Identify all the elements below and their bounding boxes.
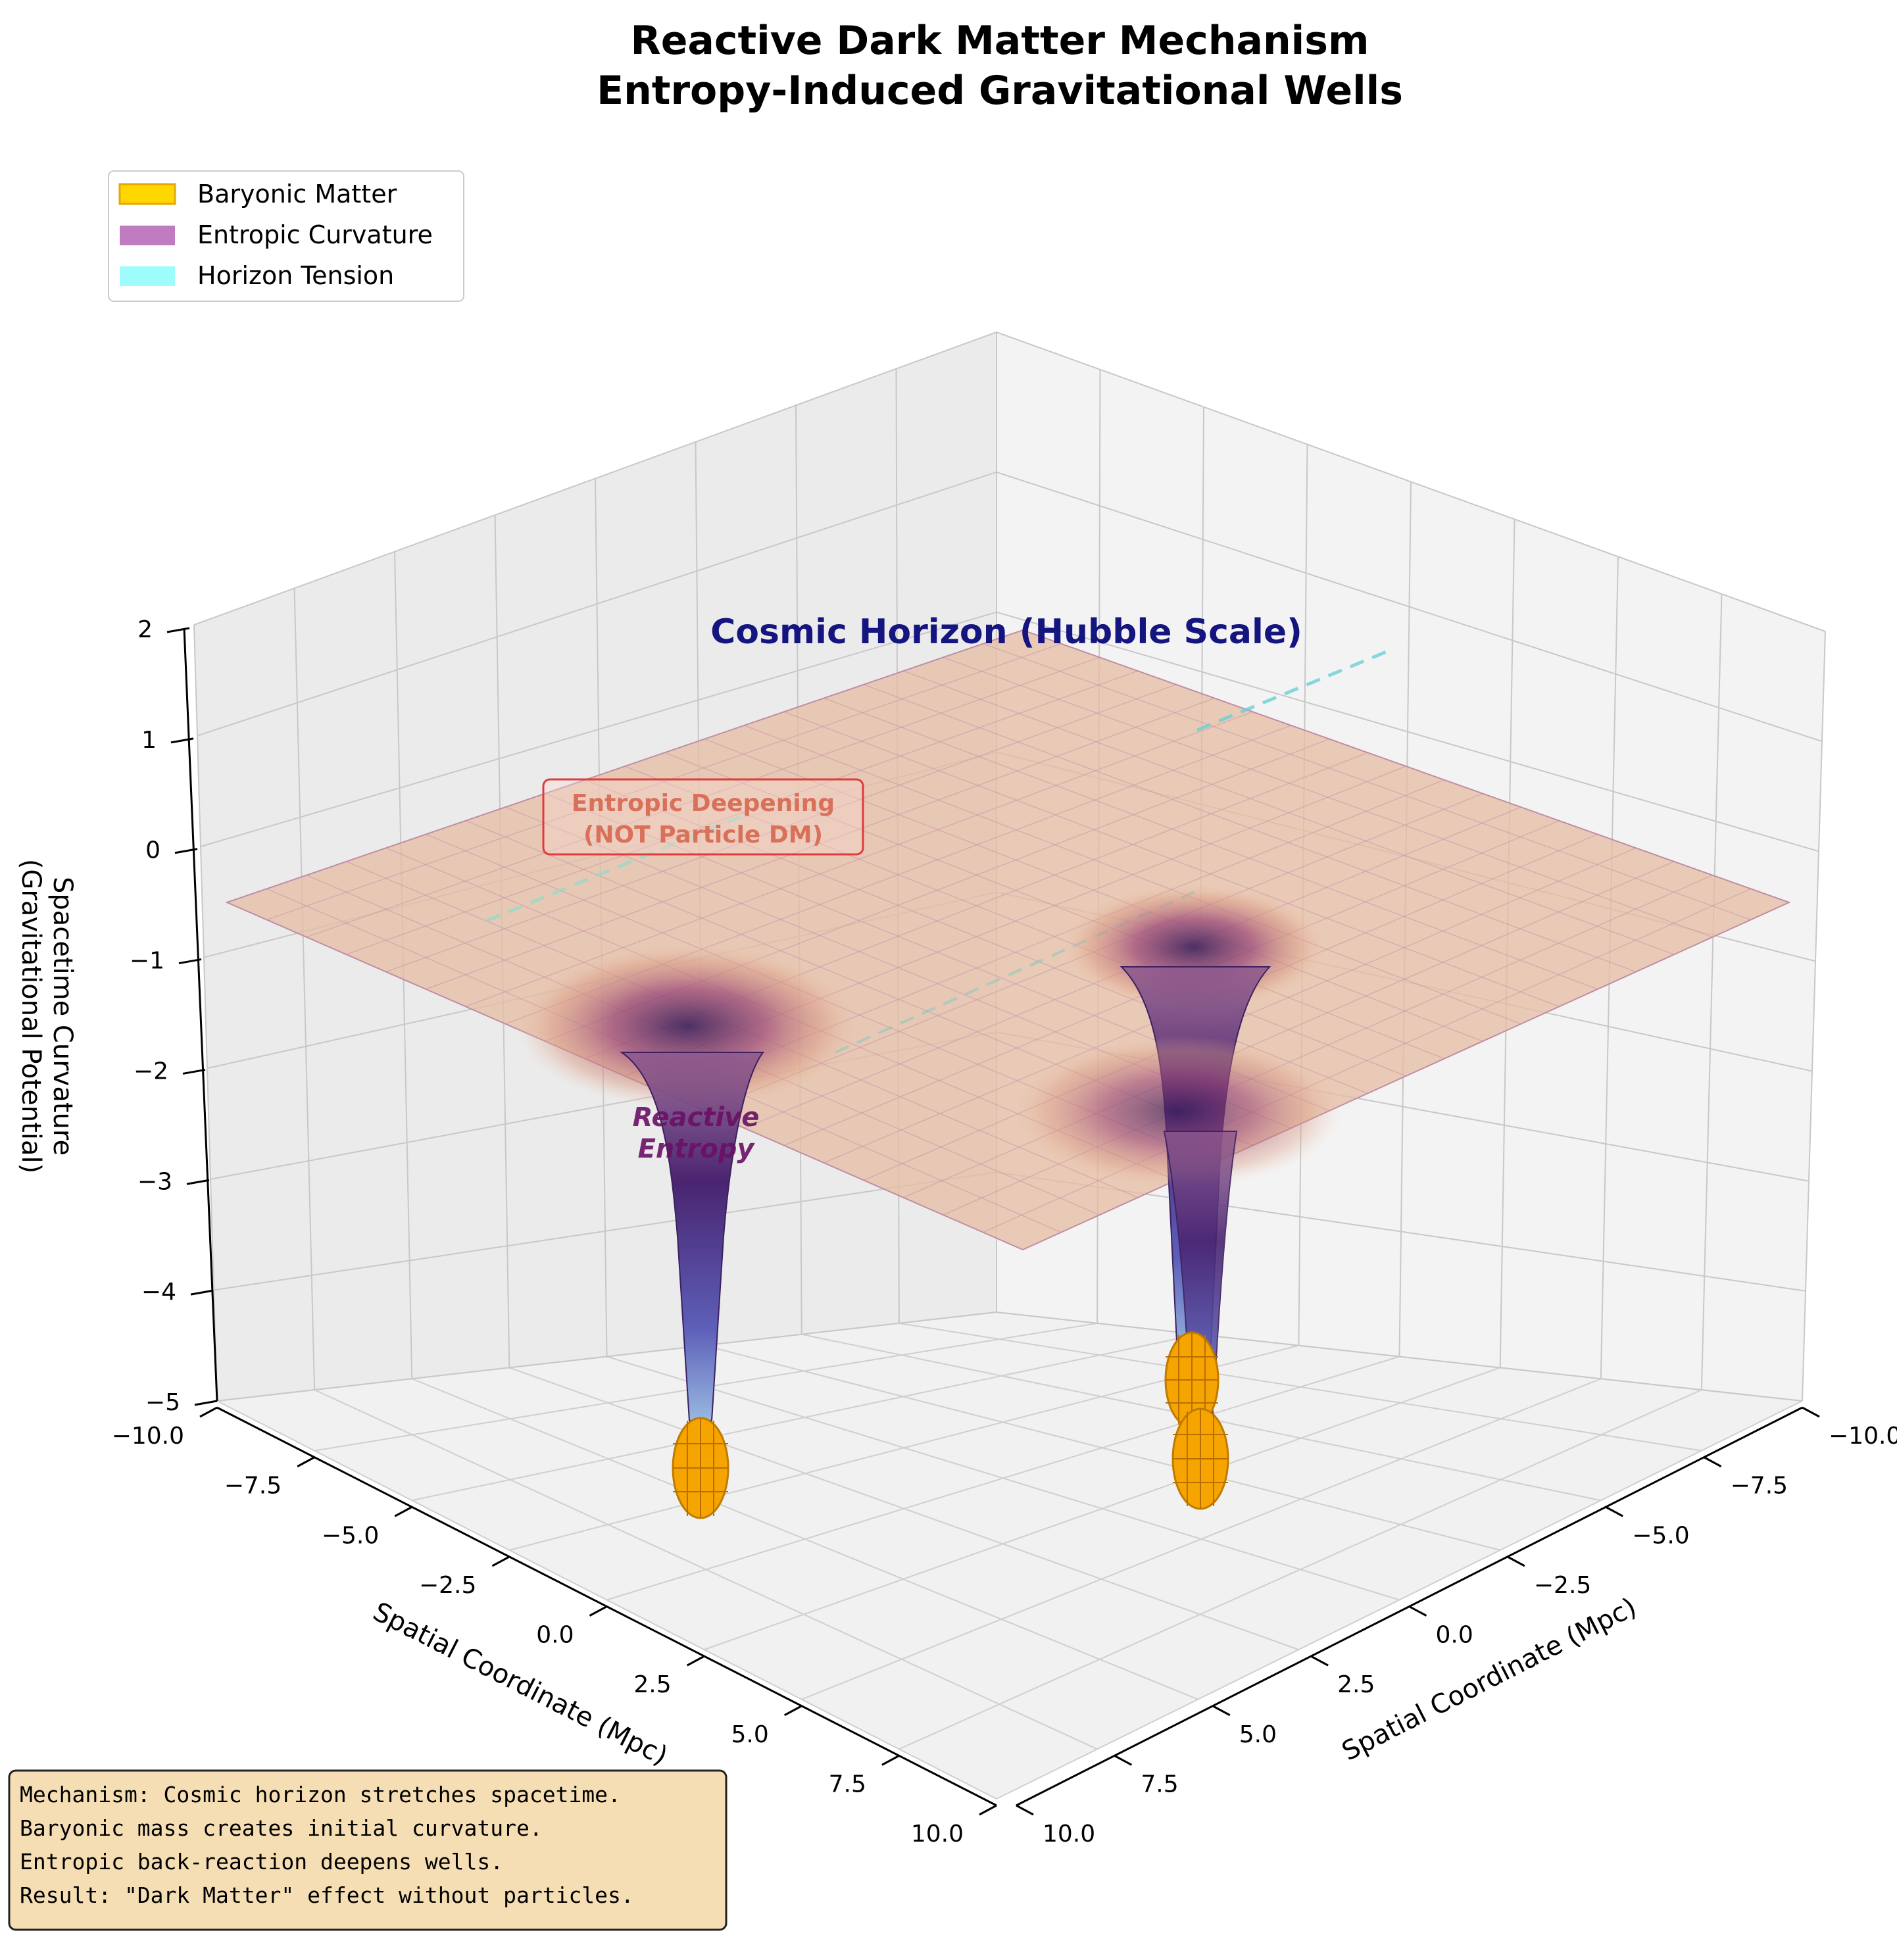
well-rim xyxy=(1013,1036,1342,1187)
entropic-curvature-surface xyxy=(225,629,1791,1448)
x-tick-mark xyxy=(589,1605,608,1617)
legend-swatch-entropic xyxy=(120,226,175,245)
y-tick-mark xyxy=(1605,1506,1623,1517)
reactive-line-1: Reactive xyxy=(633,1102,760,1133)
y-tick-label: 0.0 xyxy=(1436,1622,1473,1649)
z-axis-ticks: −5 −4 −3 −2 −1 0 1 2 xyxy=(130,616,218,1416)
info-line-1: Mechanism: Cosmic horizon stretches spac… xyxy=(20,1782,621,1807)
legend-label-horizon: Horizon Tension xyxy=(197,261,394,290)
well-rim xyxy=(516,944,858,1108)
deepening-annotation: Entropic Deepening (NOT Particle DM) xyxy=(542,778,864,856)
legend-label-baryonic: Baryonic Matter xyxy=(197,180,397,208)
deepening-box xyxy=(542,778,864,856)
x-tick-label: −2.5 xyxy=(419,1572,476,1599)
legend-swatch-horizon xyxy=(120,266,175,286)
x-axis-ticks: −10.0 −7.5 −5.0 −2.5 0.0 2.5 5.0 7.5 10.0 xyxy=(112,1406,997,1848)
z-tick-mark xyxy=(194,1400,218,1406)
y-tick-mark xyxy=(1016,1804,1034,1816)
mechanism-info-box: Mechanism: Cosmic horizon stretches spac… xyxy=(8,1769,727,1931)
y-tick-label: −7.5 xyxy=(1731,1473,1788,1500)
z-tick-label: −4 xyxy=(141,1279,176,1306)
z-tick-mark xyxy=(174,848,198,854)
info-box-frame xyxy=(8,1769,727,1931)
x-tick-label: −10.0 xyxy=(112,1423,184,1450)
info-line-4: Result: "Dark Matter" effect without par… xyxy=(20,1882,634,1908)
x-tick-mark xyxy=(979,1804,997,1816)
x-tick-mark xyxy=(199,1406,218,1418)
chart-title-line-1: Reactive Dark Matter Mechanism xyxy=(631,18,1369,64)
y-tick-label: −5.0 xyxy=(1632,1522,1689,1549)
y-tick-mark xyxy=(1408,1605,1427,1617)
z-tick-label: 1 xyxy=(141,727,157,754)
y-tick-label: 5.0 xyxy=(1239,1721,1277,1748)
y-tick-label: 2.5 xyxy=(1337,1671,1375,1698)
reactive-annotation: Reactive Entropy xyxy=(633,1102,760,1164)
legend-frame xyxy=(108,170,464,302)
y-tick-label: −2.5 xyxy=(1534,1572,1591,1599)
legend-swatch-baryonic xyxy=(118,183,176,205)
y-axis-ticks: −10.0 −7.5 −5.0 −2.5 0.0 2.5 5.0 7.5 10.0 xyxy=(1016,1406,1897,1848)
z-tick-mark xyxy=(166,627,190,633)
floor-pane xyxy=(217,1312,1802,1799)
x-tick-label: −7.5 xyxy=(224,1473,282,1500)
x-tick-mark xyxy=(686,1655,705,1667)
z-tick-mark xyxy=(170,737,194,744)
z-axis-label-line-2: (Gravitational Potential) xyxy=(16,859,46,1173)
horizon-annotation: Cosmic Horizon (Hubble Scale) xyxy=(710,612,1302,652)
z-tick-mark xyxy=(178,958,202,965)
y-tick-label: −10.0 xyxy=(1829,1423,1897,1450)
y-tick-mark xyxy=(1212,1705,1231,1717)
legend-label-entropic: Entropic Curvature xyxy=(197,220,433,249)
reactive-line-2: Entropy xyxy=(638,1134,756,1164)
x-tick-mark xyxy=(394,1506,412,1517)
baryonic-sphere xyxy=(1171,1408,1229,1510)
baryonic-matter-spheres xyxy=(672,1331,1229,1519)
z-tick-mark xyxy=(190,1289,214,1296)
y-tick-label: 10.0 xyxy=(1043,1821,1095,1848)
legend: Baryonic Matter Entropic Curvature Horiz… xyxy=(108,170,464,302)
z-tick-label: −1 xyxy=(130,948,164,975)
x-tick-mark xyxy=(297,1456,315,1467)
x-tick-label: 10.0 xyxy=(911,1821,964,1848)
info-line-2: Baryonic mass creates initial curvature. xyxy=(20,1815,543,1841)
x-tick-label: 0.0 xyxy=(536,1622,574,1649)
z-tick-label: −2 xyxy=(134,1058,168,1085)
z-tick-label: −3 xyxy=(137,1168,172,1195)
z-tick-mark xyxy=(182,1068,206,1075)
x-tick-mark xyxy=(784,1705,802,1717)
surface-plateau xyxy=(225,629,1791,1251)
z-tick-label: 0 xyxy=(145,837,160,864)
z-tick-label: −5 xyxy=(145,1389,180,1416)
y-tick-mark xyxy=(1703,1456,1722,1467)
x-tick-mark xyxy=(491,1556,510,1567)
y-tick-mark xyxy=(1310,1655,1329,1667)
deepening-line-1: Entropic Deepening xyxy=(572,790,835,817)
horizon-tension-line xyxy=(1196,649,1389,732)
y-tick-mark xyxy=(1114,1755,1133,1766)
x-tick-label: 5.0 xyxy=(731,1721,768,1748)
y-tick-mark xyxy=(1507,1556,1525,1567)
z-tick-mark xyxy=(186,1179,210,1185)
deepening-line-2: (NOT Particle DM) xyxy=(583,821,823,848)
y-axis-label: Spatial Coordinate (Mpc) xyxy=(1337,1592,1641,1767)
info-line-3: Entropic back-reaction deepens wells. xyxy=(20,1849,503,1874)
x-tick-label: −5.0 xyxy=(322,1522,379,1549)
x-tick-label: 2.5 xyxy=(633,1671,671,1698)
z-tick-label: 2 xyxy=(137,616,153,643)
z-axis-label-line-1: Spacetime Curvature xyxy=(47,877,78,1156)
x-tick-mark xyxy=(881,1755,900,1766)
baryonic-sphere xyxy=(672,1417,729,1519)
chart-title-line-2: Entropy-Induced Gravitational Wells xyxy=(597,68,1403,114)
y-tick-label: 7.5 xyxy=(1141,1771,1178,1798)
y-tick-mark xyxy=(1802,1406,1820,1418)
x-tick-label: 7.5 xyxy=(829,1771,866,1798)
x-axis-label: Spatial Coordinate (Mpc) xyxy=(368,1596,672,1771)
well-throat xyxy=(619,1052,764,1421)
